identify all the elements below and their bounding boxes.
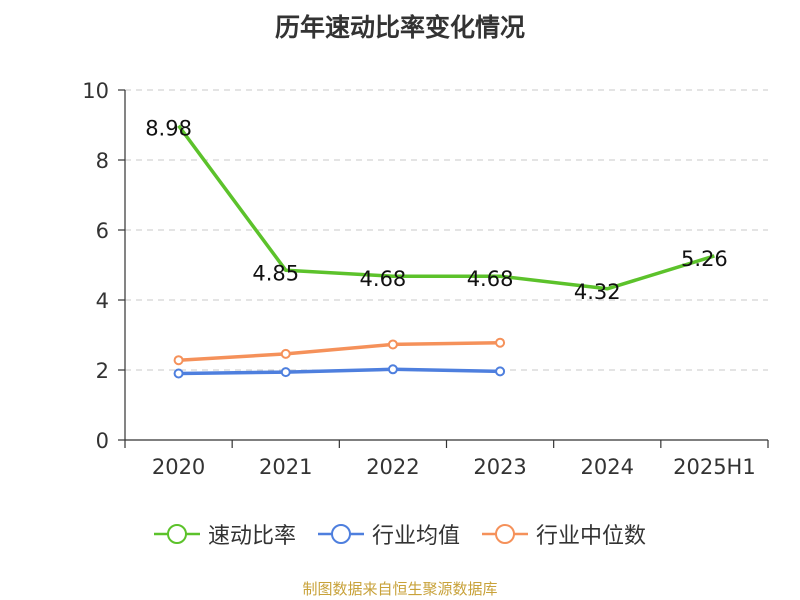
- data-label: 4.32: [574, 280, 621, 304]
- data-point: [495, 366, 506, 377]
- data-label: 4.85: [252, 261, 299, 285]
- data-point: [280, 367, 291, 378]
- series-line: [178, 340, 501, 362]
- x-tick-label: 2020: [152, 455, 205, 479]
- x-tick-label: 2021: [259, 455, 312, 479]
- series-line: [177, 124, 715, 291]
- legend-label: 行业均值: [371, 524, 460, 549]
- legend-label: 速动比率: [207, 524, 296, 549]
- data-label: 8.98: [145, 117, 192, 141]
- legend-marker-icon: [153, 524, 200, 544]
- legend-marker-icon: [482, 524, 528, 544]
- y-tick-label: 10: [82, 79, 109, 103]
- y-tick-label: 6: [96, 219, 109, 243]
- data-point: [280, 348, 291, 359]
- data-point: [495, 337, 506, 348]
- legend-item-industry-median[interactable]: 行业中位数: [482, 518, 646, 550]
- legend-item-quick-ratio[interactable]: 速动比率: [153, 518, 296, 550]
- legend-marker-icon: [317, 524, 364, 544]
- data-point: [173, 355, 184, 366]
- x-tick-label: 2025H1: [673, 455, 756, 479]
- x-tick-label: 2024: [581, 455, 634, 479]
- y-tick-label: 8: [96, 149, 109, 173]
- chart-title: 历年速动比率变化情况: [274, 13, 525, 42]
- legend-label: 行业中位数: [536, 524, 647, 549]
- data-source-note: 制图数据来自恒生聚源数据库: [302, 580, 498, 598]
- x-tick-label: 2023: [473, 455, 526, 479]
- x-tick-label: 2022: [366, 455, 419, 479]
- data-point: [173, 368, 184, 379]
- legend-item-industry-mean[interactable]: 行业均值: [317, 518, 460, 550]
- data-point: [387, 339, 398, 350]
- series-line: [178, 367, 501, 376]
- legend: 速动比率 行业均值 行业中位数: [0, 518, 800, 550]
- data-point: [387, 364, 398, 375]
- y-tick-label: 2: [96, 359, 109, 383]
- data-label: 4.68: [360, 267, 407, 291]
- y-tick-label: 0: [96, 429, 109, 453]
- data-label: 4.68: [467, 267, 514, 291]
- data-label: 5.26: [681, 247, 728, 271]
- y-tick-label: 4: [96, 289, 109, 313]
